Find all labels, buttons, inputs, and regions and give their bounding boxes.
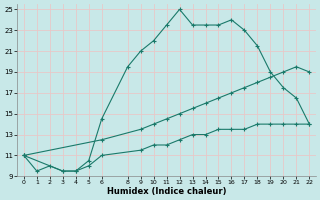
X-axis label: Humidex (Indice chaleur): Humidex (Indice chaleur) [107,187,226,196]
